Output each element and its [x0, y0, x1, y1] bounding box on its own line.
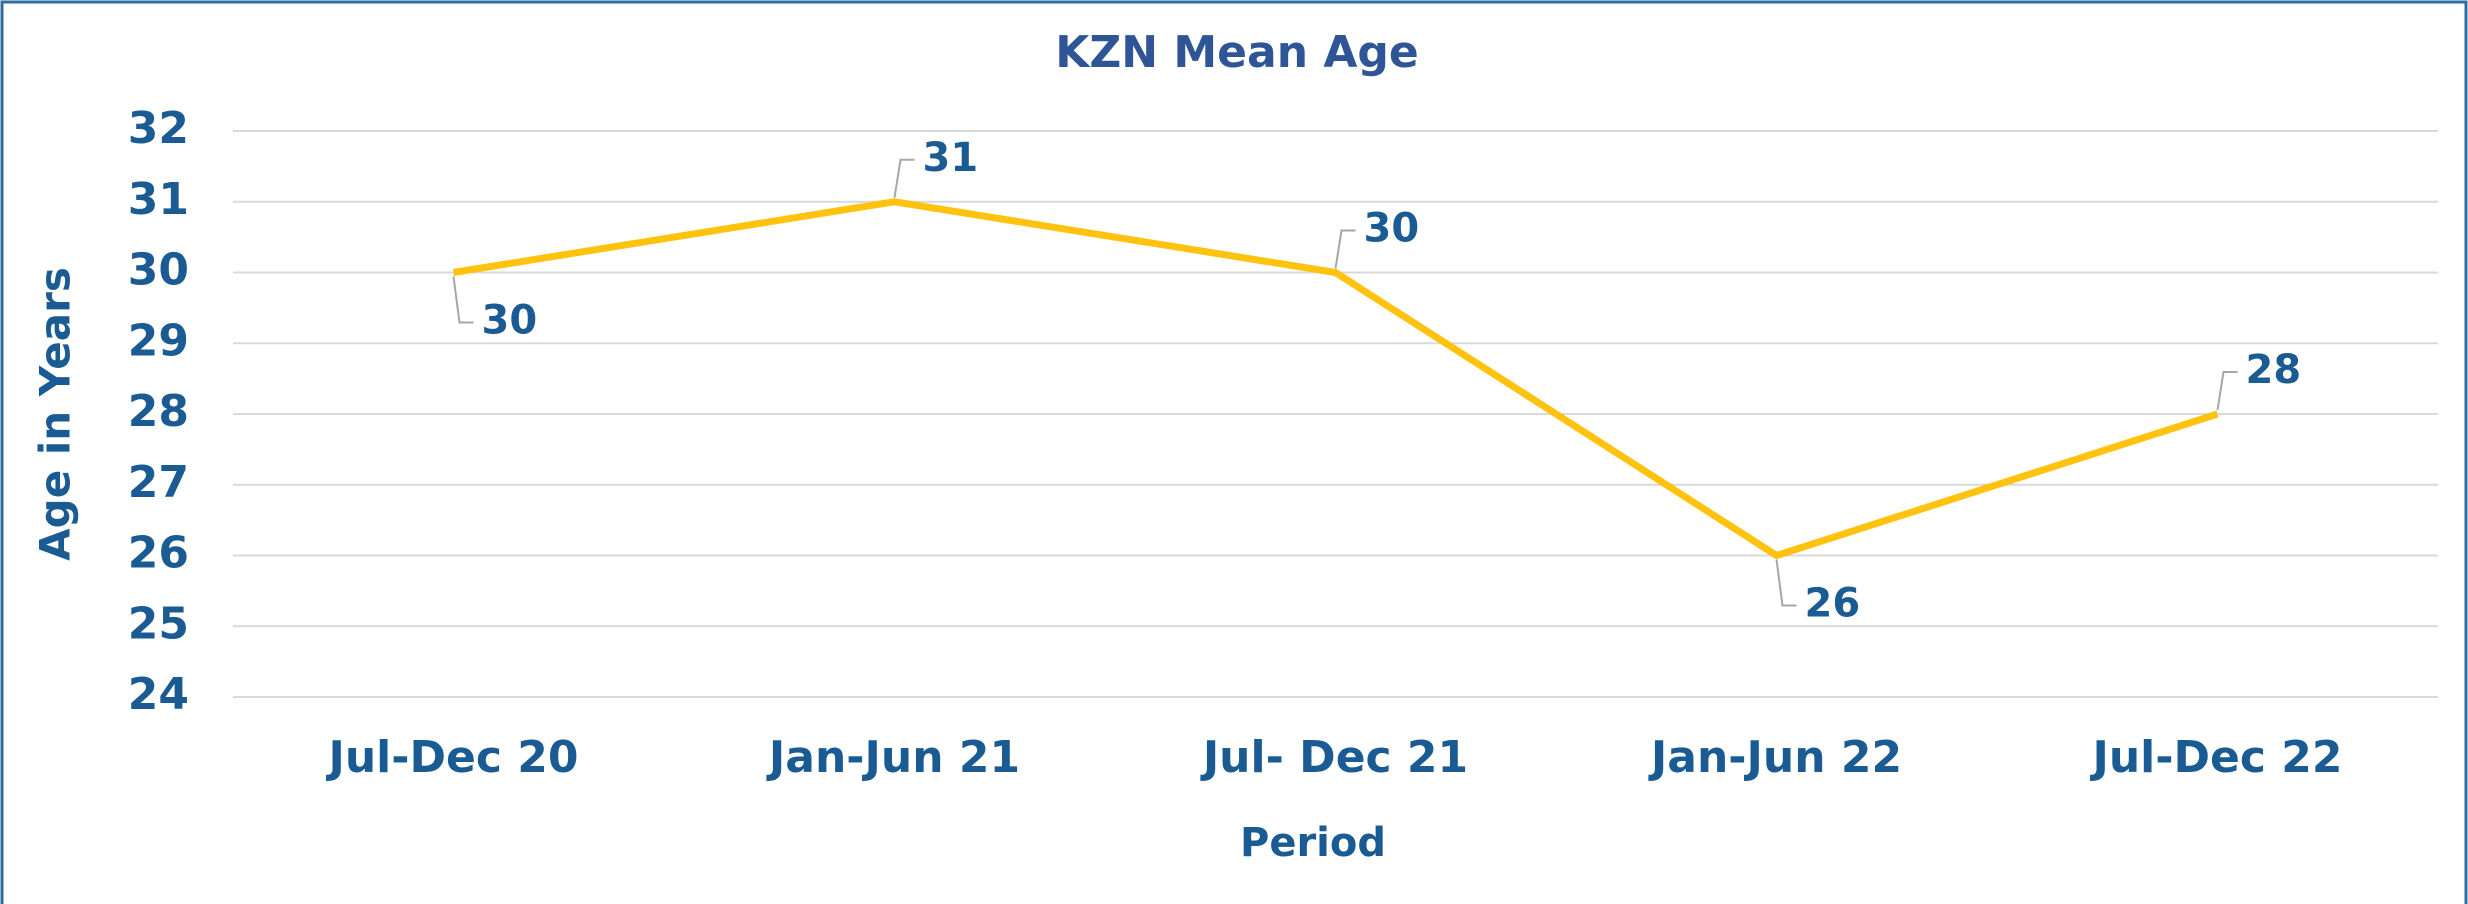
y-tick-label: 24 [128, 669, 189, 720]
leader-line [1334, 229, 1356, 269]
data-label: 26 [1805, 581, 1861, 627]
x-tick-label: Jul-Dec 20 [325, 732, 578, 783]
y-axis-title: Age in Years [31, 267, 80, 561]
x-axis-title: Period [1240, 820, 1386, 866]
x-tick-label: Jan-Jun 22 [1648, 732, 1902, 783]
leader-line [1775, 559, 1797, 607]
leader-line [2216, 371, 2238, 411]
line-series [452, 198, 2219, 560]
y-tick-label: 30 [128, 245, 189, 296]
x-tick-label: Jan-Jun 21 [766, 732, 1020, 783]
leader-line [452, 276, 474, 324]
y-tick-label: 27 [128, 457, 189, 508]
data-label: 28 [2246, 347, 2302, 393]
y-tick-label: 28 [128, 386, 189, 437]
y-tick-label: 29 [128, 315, 189, 366]
leader-line [893, 158, 915, 198]
x-tick-label: Jul- Dec 21 [1200, 732, 1468, 783]
y-tick-label: 32 [128, 103, 189, 154]
y-tick-label: 31 [128, 174, 189, 225]
y-tick-label: 25 [128, 598, 189, 649]
data-label: 30 [1364, 206, 1420, 252]
chart-title: KZN Mean Age [1055, 27, 1419, 78]
y-tick-label: 26 [128, 528, 189, 579]
data-label: 31 [923, 135, 979, 181]
x-tick-label: Jul-Dec 22 [2089, 732, 2342, 783]
data-label: 30 [482, 298, 538, 344]
